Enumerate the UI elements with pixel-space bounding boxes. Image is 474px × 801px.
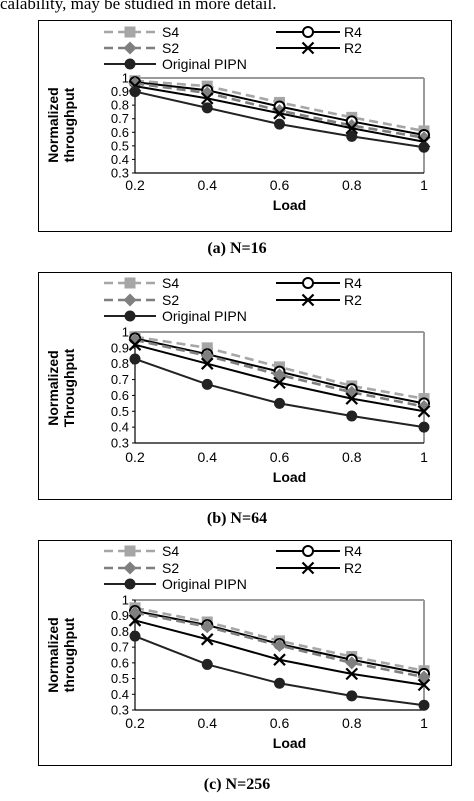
chart-frame-a: [38, 20, 452, 232]
chart-frame-b: [38, 272, 452, 500]
caption-c: (c) N=256: [203, 776, 271, 793]
caption-a: (a) N=16: [207, 240, 267, 257]
caption-b: (b) N=64: [206, 510, 268, 527]
chart-frame-c: [38, 540, 452, 766]
body-text-fragment: calability, may be studied in more detai…: [0, 0, 277, 13]
